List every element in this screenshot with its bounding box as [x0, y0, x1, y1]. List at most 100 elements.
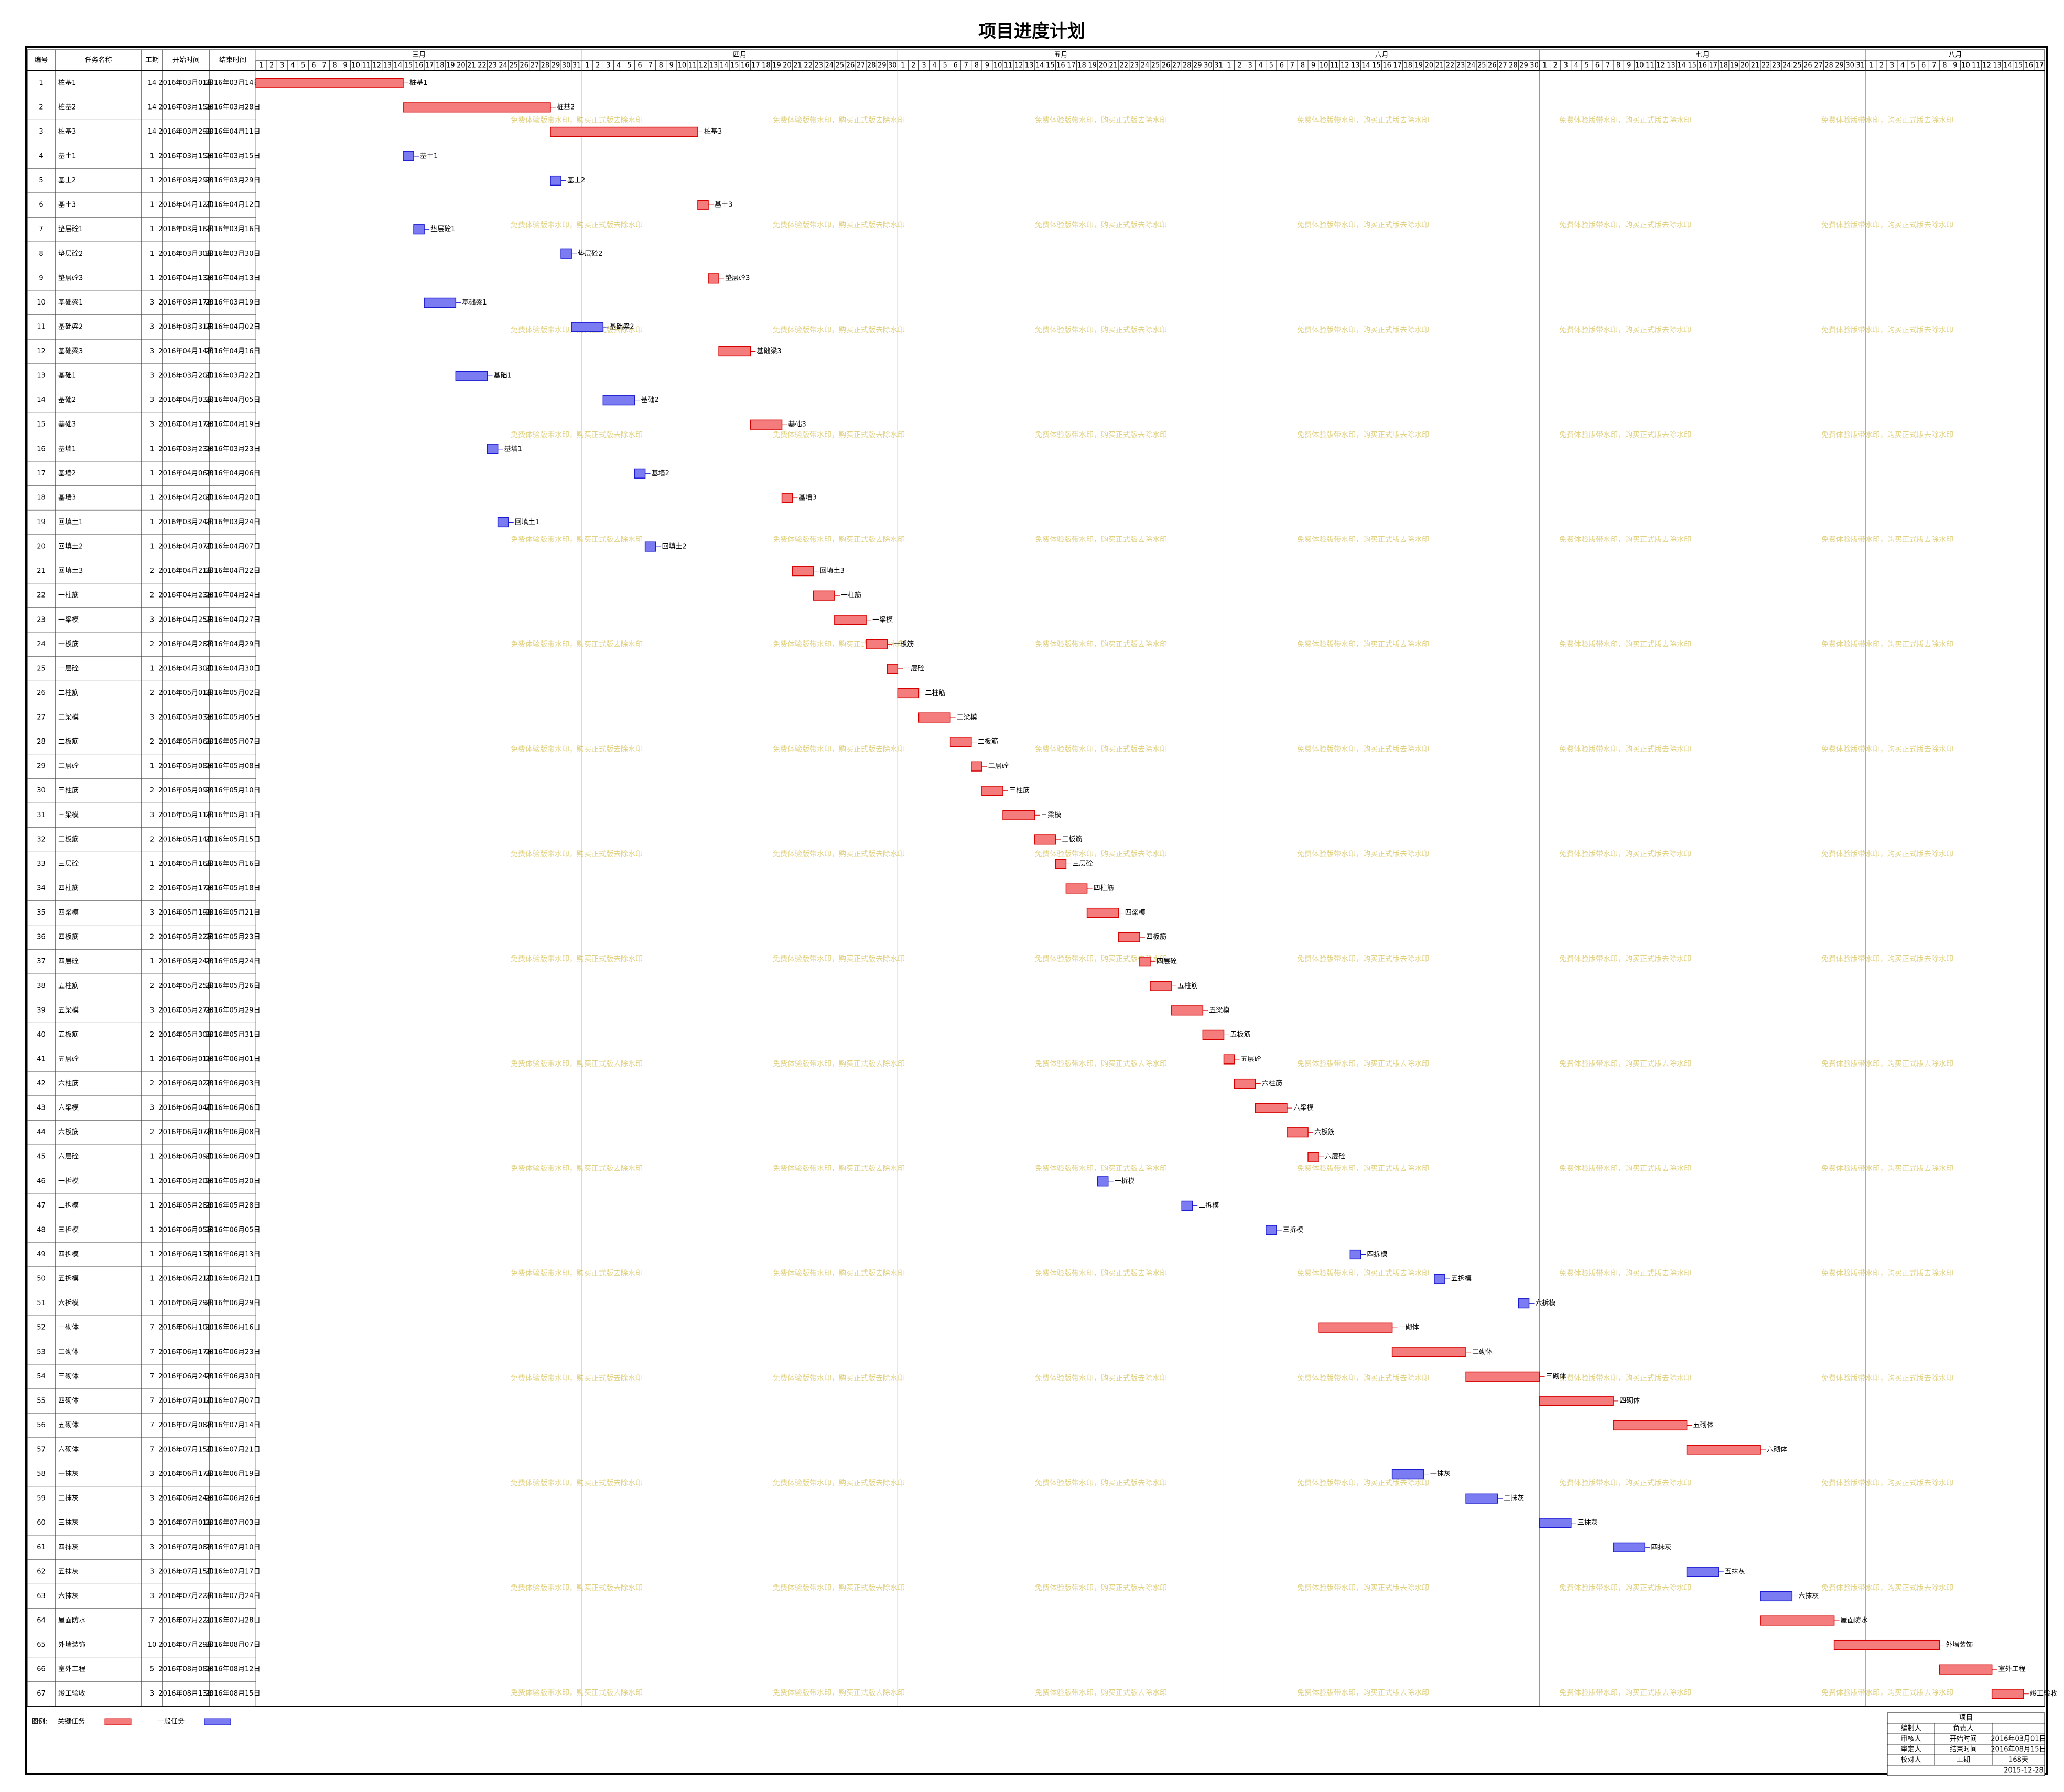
watermark: 免费体验版带水印，购买正式版去除水印 — [1559, 1374, 1691, 1383]
normal-bar — [634, 468, 646, 479]
cell-durations: 1 — [150, 274, 154, 282]
watermark: 免费体验版带水印，购买正式版去除水印 — [1559, 850, 1691, 859]
watermark: 免费体验版带水印，购买正式版去除水印 — [1035, 640, 1167, 649]
cell-ids: 53 — [37, 1348, 46, 1356]
cell-names: 六砌体 — [58, 1446, 79, 1454]
cell-ids: 12 — [37, 347, 46, 355]
cell-ids: 24 — [37, 640, 46, 648]
cell-ids: 13 — [37, 372, 46, 380]
cell-ids: 55 — [37, 1397, 46, 1405]
cell-durations: 1 — [150, 152, 154, 160]
cell-names: 五梁模 — [58, 1006, 79, 1014]
cell-ids: 11 — [37, 323, 46, 331]
cell-ends: 2016年05月21日 — [205, 909, 260, 917]
cell-ids: 14 — [37, 396, 46, 404]
watermark: 免费体验版带水印，购买正式版去除水印 — [1297, 1689, 1429, 1697]
cell-names: 一板筋 — [58, 640, 79, 648]
cell-durations: 1 — [150, 201, 154, 209]
watermark: 免费体验版带水印，购买正式版去除水印 — [1559, 1584, 1691, 1592]
cell-ends: 2016年04月13日 — [205, 274, 260, 282]
legend-critical-swatch — [104, 1718, 132, 1725]
day-label: 12 — [1014, 62, 1023, 70]
day-label: 14 — [2003, 62, 2012, 70]
cell-durations: 3 — [150, 1470, 154, 1478]
legend-critical: 关键任务 — [58, 1718, 85, 1726]
bar-label: 四梁模 — [1125, 909, 1146, 917]
day-label: 24 — [499, 62, 507, 70]
month-label: 七月 — [1696, 51, 1710, 59]
critical-bar — [1760, 1615, 1835, 1626]
cell-starts: 2016年04月17日 — [158, 421, 213, 429]
cell-ids: 42 — [37, 1080, 46, 1088]
cell-ids: 48 — [37, 1226, 46, 1234]
day-label: 20 — [1098, 62, 1107, 70]
cell-ids: 36 — [37, 933, 46, 941]
day-label: 14 — [1677, 62, 1686, 70]
cell-starts: 2016年04月20日 — [158, 494, 213, 502]
cell-starts: 2016年05月03日 — [158, 714, 213, 722]
cell-ids: 16 — [37, 445, 46, 453]
cell-durations: 2 — [150, 1128, 154, 1136]
cell-ends: 2016年03月19日 — [205, 299, 260, 307]
critical-bar — [1065, 883, 1088, 894]
day-label: 20 — [1741, 62, 1749, 70]
day-label: 28 — [867, 62, 876, 70]
critical-bar — [971, 761, 982, 772]
watermark: 免费体验版带水印，购买正式版去除水印 — [1035, 955, 1167, 963]
cell-ids: 64 — [37, 1617, 46, 1625]
bar-label: 三板筋 — [1062, 835, 1082, 843]
cell-starts: 2016年04月23日 — [158, 592, 213, 600]
critical-bar — [887, 664, 899, 674]
legend-label: 图例: — [31, 1718, 47, 1726]
day-label: 14 — [1035, 62, 1044, 70]
cell-ends: 2016年07月14日 — [205, 1421, 260, 1429]
cell-ids: 47 — [37, 1202, 46, 1210]
cell-durations: 1 — [150, 225, 154, 233]
cell-durations: 2 — [150, 787, 154, 795]
cell-ends: 2016年08月07日 — [205, 1641, 260, 1649]
cell-ends: 2016年06月06日 — [205, 1104, 260, 1112]
column-header: 工期 — [145, 57, 159, 64]
day-label: 12 — [1341, 62, 1349, 70]
cell-ends: 2016年07月24日 — [205, 1592, 260, 1600]
cell-starts: 2016年07月08日 — [158, 1421, 213, 1429]
bar-label: 六抹灰 — [1798, 1592, 1819, 1600]
critical-bar — [1613, 1420, 1688, 1431]
bar-label: 基土2 — [567, 177, 585, 184]
watermark: 免费体验版带水印，购买正式版去除水印 — [1035, 1269, 1167, 1278]
cell-ids: 29 — [37, 763, 46, 770]
cell-names: 三梁模 — [58, 811, 79, 819]
cell-durations: 2 — [150, 933, 154, 941]
watermark: 免费体验版带水印，购买正式版去除水印 — [1035, 221, 1167, 230]
cell-starts: 2016年04月14日 — [158, 347, 213, 355]
day-label: 18 — [1077, 62, 1086, 70]
cell-ends: 2016年06月29日 — [205, 1299, 260, 1307]
watermark: 免费体验版带水印，购买正式版去除水印 — [1297, 431, 1429, 439]
day-label: 16 — [741, 62, 750, 70]
cell-ends: 2016年05月23日 — [205, 933, 260, 941]
bar-label: 二砌体 — [1472, 1348, 1493, 1356]
day-label: 21 — [1109, 62, 1118, 70]
watermark: 免费体验版带水印，购买正式版去除水印 — [1821, 1269, 1953, 1278]
day-label: 4 — [1900, 62, 1905, 70]
cell-durations: 1 — [150, 1177, 154, 1185]
day-label: 10 — [678, 62, 687, 70]
normal-bar — [602, 395, 635, 406]
critical-bar — [834, 615, 867, 625]
frame — [25, 46, 2048, 1775]
cell-ends: 2016年03月30日 — [205, 250, 260, 258]
cell-durations: 14 — [148, 128, 157, 136]
cell-durations: 14 — [148, 79, 157, 87]
cell-durations: 1 — [150, 1055, 154, 1063]
critical-bar — [1223, 1054, 1235, 1065]
critical-bar — [949, 736, 972, 747]
info-cell: 负责人 — [1953, 1725, 1973, 1733]
critical-bar — [918, 712, 951, 723]
cell-names: 基墙2 — [58, 470, 76, 477]
day-label: 6 — [311, 62, 316, 70]
day-label: 25 — [1477, 62, 1486, 70]
bar-label: 五梁模 — [1209, 1006, 1229, 1014]
watermark: 免费体验版带水印，购买正式版去除水印 — [511, 745, 643, 754]
cell-names: 室外工程 — [58, 1665, 85, 1674]
watermark: 免费体验版带水印，购买正式版去除水印 — [1559, 1269, 1691, 1278]
